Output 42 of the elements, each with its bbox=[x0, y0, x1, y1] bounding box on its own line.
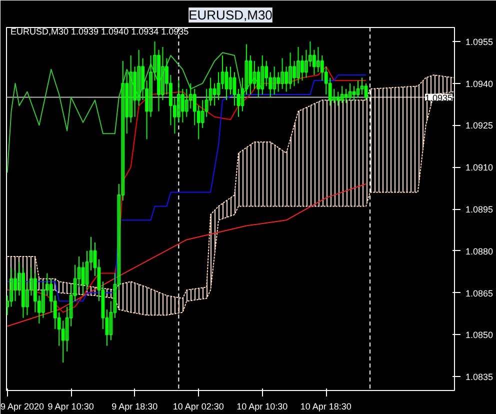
line-series bbox=[6, 183, 367, 327]
chart-subtitle: EURUSD,M30 1.0939 1.0940 1.0934 1.0935 bbox=[10, 26, 189, 36]
candlestick bbox=[316, 46, 320, 73]
chart-title: EURUSD,M30 bbox=[188, 8, 272, 22]
ref-line-label: 1.0935 bbox=[424, 92, 453, 103]
x-tick-label: 10 Apr 10:30 bbox=[236, 402, 288, 412]
y-tick-label: 1.0850 bbox=[466, 330, 494, 340]
x-tick-label: 10 Apr 02:30 bbox=[172, 402, 224, 412]
x-tick-label: 9 Apr 18:30 bbox=[112, 402, 158, 412]
candlestick bbox=[272, 66, 276, 96]
candlestick bbox=[312, 49, 316, 76]
y-tick-label: 1.0895 bbox=[466, 204, 494, 214]
y-tick-label: 1.0865 bbox=[466, 288, 494, 298]
candlestick bbox=[260, 54, 264, 96]
candlestick bbox=[348, 82, 352, 101]
y-tick-label: 1.0880 bbox=[466, 246, 494, 256]
y-tick-label: 1.0925 bbox=[466, 120, 494, 131]
line-series bbox=[6, 52, 263, 174]
candlestick bbox=[216, 72, 220, 101]
candlestick bbox=[356, 80, 360, 98]
x-tick-label: 9 Apr 10:30 bbox=[48, 402, 94, 412]
x-tick-label: 10 Apr 18:30 bbox=[300, 402, 352, 412]
y-tick-label: 1.0910 bbox=[466, 162, 494, 173]
candlestick bbox=[81, 262, 85, 296]
candlestick bbox=[280, 58, 284, 90]
candlestick bbox=[161, 46, 164, 101]
candlestick bbox=[364, 82, 368, 101]
candlestick bbox=[180, 88, 184, 123]
candlestick bbox=[252, 60, 256, 90]
candlestick bbox=[228, 66, 232, 96]
candlestick bbox=[85, 250, 89, 290]
candlestick bbox=[176, 80, 180, 123]
y-tick-label: 1.0940 bbox=[466, 78, 494, 89]
candlestick bbox=[224, 66, 228, 101]
candlestick bbox=[188, 82, 192, 109]
candlestick bbox=[296, 46, 300, 84]
candlestick bbox=[340, 86, 344, 104]
y-tick-label: 1.0835 bbox=[466, 372, 494, 382]
y-tick-label: 1.0955 bbox=[466, 36, 494, 47]
candlestick bbox=[288, 52, 292, 90]
candlestick bbox=[360, 77, 364, 96]
x-tick-label: 9 Apr 2020 bbox=[0, 402, 44, 412]
